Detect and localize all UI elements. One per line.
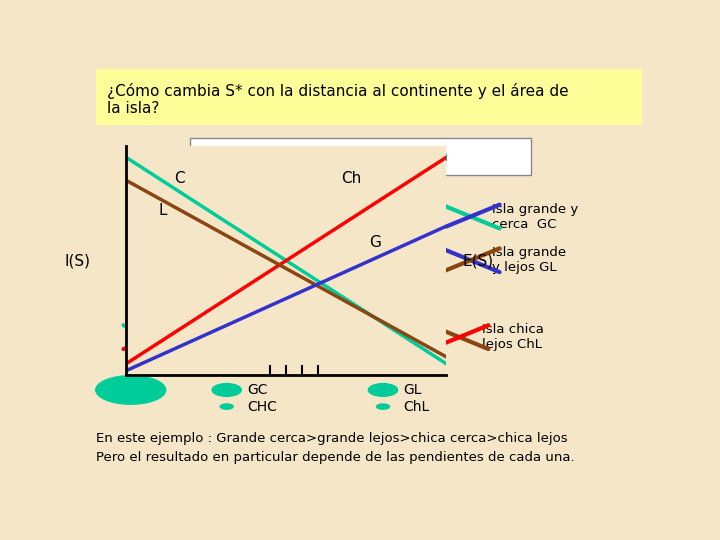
- Ellipse shape: [95, 375, 166, 405]
- Ellipse shape: [220, 403, 234, 410]
- Bar: [190, 138, 531, 175]
- Text: L: L: [158, 202, 166, 218]
- Text: ChL: ChL: [404, 400, 430, 414]
- Text: distancia: distancia: [382, 149, 449, 164]
- Ellipse shape: [376, 403, 390, 410]
- Text: Ch: Ch: [341, 171, 361, 186]
- Text: y: y: [372, 149, 389, 164]
- Text: Pero el resultado en particular depende de las pendientes de cada una.: Pero el resultado en particular depende …: [96, 451, 575, 464]
- Text: G: G: [369, 235, 382, 250]
- Text: C: C: [174, 171, 185, 186]
- Text: Efectos combinados:: Efectos combinados:: [204, 149, 361, 164]
- Text: área: área: [342, 149, 375, 164]
- Bar: [96, 69, 642, 125]
- Text: Isla chica cerca ChC: Isla chica cerca ChC: [176, 330, 310, 343]
- Ellipse shape: [368, 383, 398, 397]
- Text: I(S): I(S): [65, 253, 91, 268]
- Text: Isla grande y
cerca  GC: Isla grande y cerca GC: [492, 202, 578, 231]
- Text: CHC: CHC: [248, 400, 277, 414]
- Ellipse shape: [212, 383, 242, 397]
- Text: ¿Cómo cambia S* con la distancia al continente y el área de
la isla?: ¿Cómo cambia S* con la distancia al cont…: [107, 83, 568, 116]
- Text: GC: GC: [248, 383, 268, 397]
- Text: En este ejemplo : Grande cerca>grande lejos>chica cerca>chica lejos: En este ejemplo : Grande cerca>grande le…: [96, 431, 567, 444]
- Text: Isla grande
y lejos GL: Isla grande y lejos GL: [492, 246, 566, 274]
- Text: E(S): E(S): [463, 253, 494, 268]
- Text: Isla chica
lejos ChL: Isla chica lejos ChL: [482, 323, 544, 351]
- Text: GL: GL: [404, 383, 422, 397]
